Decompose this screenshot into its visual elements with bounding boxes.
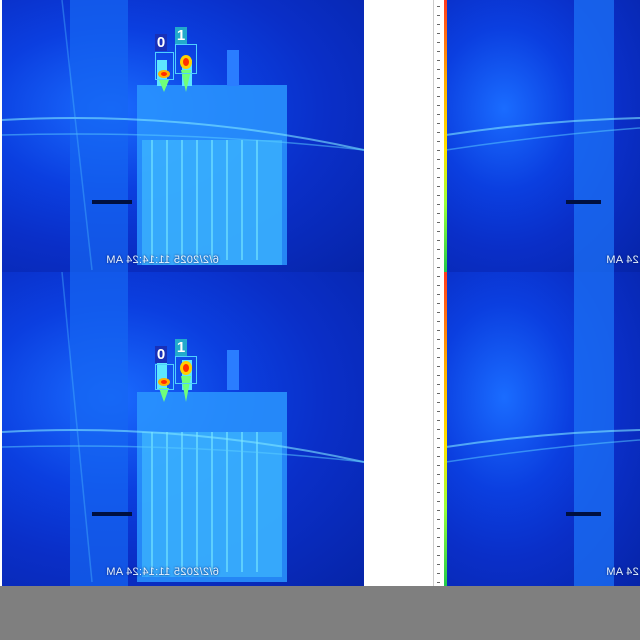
- scale-tick: [437, 348, 440, 349]
- scale-tick: [437, 249, 440, 250]
- scale-tick: [437, 231, 440, 232]
- thermal-image-bottom-left: 0 1 6/2/2025 11:14:24 AM: [2, 272, 364, 586]
- detection-box-0: [155, 52, 174, 80]
- scale-tick: [437, 537, 440, 538]
- scale-tick: [437, 294, 440, 295]
- scale-tick: [437, 213, 440, 214]
- detection-label-0: 0: [155, 34, 167, 51]
- temperature-color-bar: [444, 0, 447, 272]
- scale-tick: [437, 501, 440, 502]
- thermal-scene: [446, 0, 640, 272]
- scale-tick: [437, 510, 440, 511]
- scale-tick: [437, 204, 440, 205]
- scale-tick: [437, 447, 440, 448]
- temperature-color-bar: [444, 272, 447, 586]
- scale-tick: [437, 375, 440, 376]
- scale-tick: [437, 195, 440, 196]
- scale-tick: [437, 393, 440, 394]
- detection-label-1: 1: [175, 27, 187, 44]
- scale-tick: [437, 276, 440, 277]
- scale-tick: [437, 519, 440, 520]
- scale-tick: [437, 141, 440, 142]
- scale-tick: [437, 465, 440, 466]
- thermal-image-top-left: 0 1 6/2/2025 11:14:24 AM: [2, 0, 364, 272]
- detection-label-0: 0: [155, 346, 167, 363]
- scale-tick: [437, 150, 440, 151]
- scale-tick: [437, 402, 440, 403]
- scale-tick: [437, 429, 440, 430]
- scale-tick: [437, 474, 440, 475]
- scale-tick: [437, 69, 440, 70]
- scale-tick: [437, 51, 440, 52]
- thermal-scene: [2, 272, 364, 586]
- scale-tick: [437, 564, 440, 565]
- detection-box-1: [175, 356, 197, 384]
- footer-band: [0, 586, 640, 640]
- scale-tick: [437, 303, 440, 304]
- scale-tick: [437, 420, 440, 421]
- scale-tick: [437, 312, 440, 313]
- thermal-scene: [446, 272, 640, 586]
- timestamp-overlay: 6/2/2025 11:14:24 AM: [106, 566, 219, 578]
- scale-tick: [437, 384, 440, 385]
- scale-tick: [437, 15, 440, 16]
- scale-tick: [437, 366, 440, 367]
- scale-tick: [437, 357, 440, 358]
- scale-tick: [437, 33, 440, 34]
- scale-tick: [437, 582, 440, 583]
- timestamp-overlay: 24 AM: [606, 566, 639, 578]
- thermal-scene: [2, 0, 364, 272]
- scale-tick: [437, 456, 440, 457]
- scale-tick: [437, 240, 440, 241]
- scale-tick: [437, 24, 440, 25]
- detection-box-0: [155, 364, 174, 390]
- temperature-scale: [433, 272, 447, 586]
- scale-tick: [437, 105, 440, 106]
- scale-tick: [437, 528, 440, 529]
- scale-tick: [437, 222, 440, 223]
- scale-tick: [437, 177, 440, 178]
- detection-label-1: 1: [175, 339, 187, 356]
- thermal-image-bottom-right: 24 AM: [446, 272, 640, 586]
- scale-tick: [437, 321, 440, 322]
- scale-tick: [437, 168, 440, 169]
- scale-tick: [437, 339, 440, 340]
- timestamp-overlay: 24 AM: [606, 254, 639, 266]
- scale-tick: [437, 159, 440, 160]
- scale-tick: [437, 330, 440, 331]
- scale-tick: [437, 87, 440, 88]
- scale-tick: [437, 123, 440, 124]
- scale-tick: [437, 258, 440, 259]
- scale-tick: [437, 114, 440, 115]
- scale-tick: [437, 555, 440, 556]
- scale-tick: [437, 573, 440, 574]
- scale-tick: [437, 285, 440, 286]
- timestamp-overlay: 6/2/2025 11:14:24 AM: [106, 254, 219, 266]
- scale-tick: [437, 411, 440, 412]
- detection-box-1: [175, 44, 197, 74]
- scale-tick: [437, 78, 440, 79]
- scale-tick: [437, 483, 440, 484]
- scale-tick: [437, 492, 440, 493]
- scale-tick: [437, 60, 440, 61]
- temperature-scale: [433, 0, 447, 272]
- scale-tick: [437, 546, 440, 547]
- scale-tick: [437, 96, 440, 97]
- scale-tick: [437, 267, 440, 268]
- scale-tick: [437, 42, 440, 43]
- scale-tick: [437, 186, 440, 187]
- scale-tick: [437, 438, 440, 439]
- scale-tick: [437, 6, 440, 7]
- thermal-image-top-right: 24 AM: [446, 0, 640, 272]
- scale-tick: [437, 132, 440, 133]
